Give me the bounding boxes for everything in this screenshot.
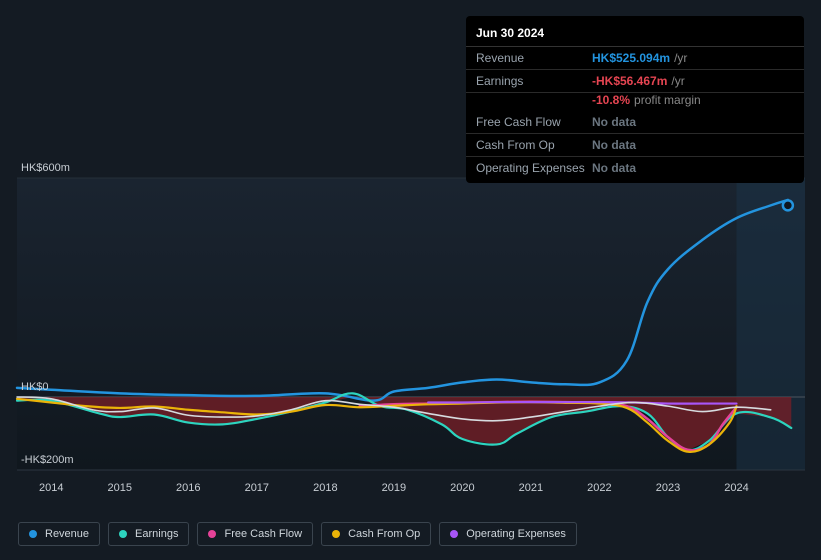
- y-axis-label: HK$0: [21, 381, 49, 393]
- x-axis-label: 2024: [724, 482, 748, 494]
- legend-item-opex[interactable]: Operating Expenses: [439, 522, 577, 546]
- legend-item-revenue[interactable]: Revenue: [18, 522, 100, 546]
- legend-dot-icon: [332, 530, 340, 538]
- tooltip-row: Free Cash FlowNo data: [466, 111, 804, 134]
- x-axis-label: 2014: [39, 482, 63, 494]
- legend-dot-icon: [450, 530, 458, 538]
- chart-tooltip: Jun 30 2024 RevenueHK$525.094m/yrEarning…: [466, 16, 804, 183]
- tooltip-key: Operating Expenses: [476, 161, 592, 175]
- tooltip-date: Jun 30 2024: [466, 20, 804, 47]
- x-axis-label: 2021: [519, 482, 543, 494]
- legend-item-fcf[interactable]: Free Cash Flow: [197, 522, 313, 546]
- legend-label: Operating Expenses: [466, 528, 566, 540]
- x-axis-label: 2017: [245, 482, 269, 494]
- tooltip-value: No data: [592, 115, 636, 129]
- x-axis-label: 2022: [587, 482, 611, 494]
- legend-item-earnings[interactable]: Earnings: [108, 522, 189, 546]
- financials-chart: Jun 30 2024 RevenueHK$525.094m/yrEarning…: [0, 0, 821, 560]
- tooltip-value: -HK$56.467m/yr: [592, 74, 685, 88]
- x-axis-label: 2023: [656, 482, 680, 494]
- chart-legend: Revenue Earnings Free Cash Flow Cash From O…: [18, 522, 577, 546]
- x-axis-label: 2015: [108, 482, 132, 494]
- tooltip-value: No data: [592, 161, 636, 175]
- legend-dot-icon: [208, 530, 216, 538]
- tooltip-row: RevenueHK$525.094m/yr: [466, 47, 804, 70]
- x-axis-label: 2020: [450, 482, 474, 494]
- legend-dot-icon: [29, 530, 37, 538]
- legend-label: Revenue: [45, 528, 89, 540]
- x-axis-label: 2016: [176, 482, 200, 494]
- y-axis-label: HK$600m: [21, 162, 70, 174]
- tooltip-key: Free Cash Flow: [476, 115, 592, 129]
- legend-label: Free Cash Flow: [224, 528, 302, 540]
- end-marker-icon: [783, 200, 793, 210]
- tooltip-key: Cash From Op: [476, 138, 592, 152]
- legend-item-cfo[interactable]: Cash From Op: [321, 522, 431, 546]
- tooltip-row: Cash From OpNo data: [466, 134, 804, 157]
- tooltip-key: Earnings: [476, 74, 592, 88]
- tooltip-value: HK$525.094m/yr: [592, 51, 687, 65]
- x-axis-label: 2019: [382, 482, 406, 494]
- tooltip-value: No data: [592, 138, 636, 152]
- y-axis-label: -HK$200m: [21, 454, 74, 466]
- tooltip-subline: -10.8%profit margin: [466, 93, 804, 111]
- tooltip-row: Earnings-HK$56.467m/yr: [466, 70, 804, 93]
- tooltip-key: Revenue: [476, 51, 592, 65]
- tooltip-row: Operating ExpensesNo data: [466, 157, 804, 183]
- legend-label: Earnings: [135, 528, 178, 540]
- x-axis-label: 2018: [313, 482, 337, 494]
- legend-label: Cash From Op: [348, 528, 420, 540]
- legend-dot-icon: [119, 530, 127, 538]
